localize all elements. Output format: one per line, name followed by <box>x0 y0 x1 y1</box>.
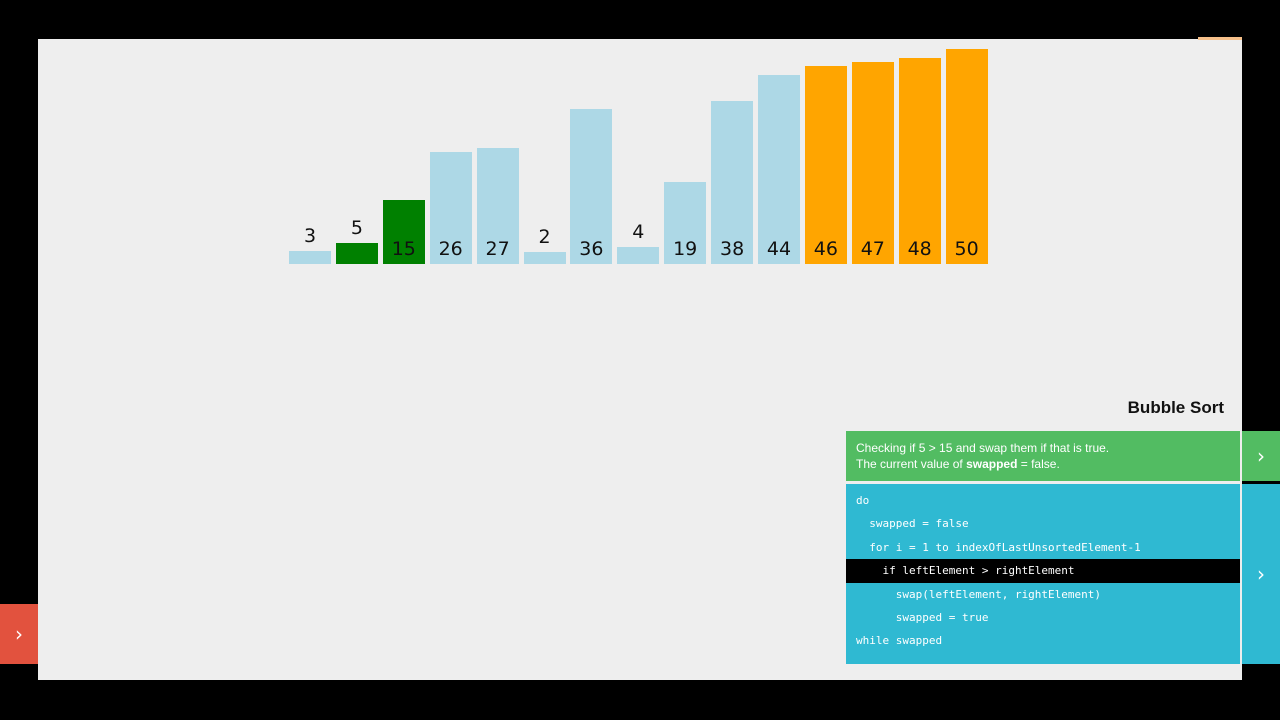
bar-value-label: 26 <box>438 238 463 260</box>
bar-value-label: 2 <box>538 226 551 248</box>
status-line-2-suffix: = false. <box>1017 457 1060 471</box>
code-line: swapped = false <box>856 517 969 531</box>
bar-15 <box>382 199 425 264</box>
code-line: swap(leftElement, rightElement) <box>856 587 1102 601</box>
bar-value-label: 50 <box>954 238 979 260</box>
bar-19 <box>664 182 707 264</box>
chevron-right-icon: › <box>15 622 23 646</box>
bar-value-label: 46 <box>813 238 838 260</box>
top-accent <box>1198 37 1242 40</box>
bar-value-label: 36 <box>579 238 604 260</box>
bar-36 <box>570 109 613 264</box>
bar-value-label: 19 <box>673 238 698 260</box>
bar-value-label: 38 <box>720 238 745 260</box>
code-line: while swapped <box>856 634 943 648</box>
bar-48 <box>898 57 941 264</box>
status-line-1: Checking if 5 > 15 and swap them if that… <box>856 441 1110 455</box>
bar-value-label: 4 <box>632 220 645 243</box>
bar-27 <box>476 147 519 264</box>
code-line: for i = 1 to indexOfLastUnsortedElement-… <box>856 540 1141 554</box>
pseudocode-panel-toggle[interactable]: › <box>1242 484 1280 664</box>
code-line: swapped = true <box>856 610 989 624</box>
visualization-canvas: 3 5 15 26 27 2 36 4 19 38 44 46 47 48 50 <box>38 39 1242 680</box>
status-line-2-prefix: The current value of <box>856 457 967 471</box>
bar-44 <box>758 74 800 264</box>
status-line-2: The current value of swapped = false. <box>856 456 1230 472</box>
bar-26 <box>429 152 472 264</box>
bar-value-label: 27 <box>485 238 510 260</box>
bar-chart: 3 5 15 26 27 2 36 4 19 38 44 46 47 48 50 <box>38 39 1242 680</box>
bar-3 <box>289 251 331 264</box>
bar-value-label: 44 <box>766 238 792 260</box>
bar-50 <box>945 49 988 264</box>
status-panel-toggle[interactable]: › <box>1242 431 1280 481</box>
bar-2 <box>523 252 566 264</box>
code-line: if leftElement > rightElement <box>846 559 1240 583</box>
status-variable: swapped <box>966 457 1018 471</box>
expand-actions-button[interactable]: › <box>0 604 38 664</box>
bar-4 <box>617 246 660 264</box>
bar-46 <box>804 66 847 264</box>
chevron-right-icon: › <box>1257 444 1265 468</box>
bar-value-label: 15 <box>391 238 416 260</box>
bar-value-label: 3 <box>303 225 317 248</box>
pseudocode-panel: do swapped = false for i = 1 to indexOfL… <box>846 484 1240 664</box>
bar-47 <box>851 61 894 264</box>
code-line: do <box>856 494 870 507</box>
bar-38 <box>711 100 754 264</box>
bar-value-label: 48 <box>907 238 932 260</box>
status-panel: Checking if 5 > 15 and swap them if that… <box>846 431 1240 481</box>
bar-value-label: 47 <box>860 238 885 260</box>
bar-value-label: 5 <box>350 216 363 239</box>
algorithm-title: Bubble Sort <box>1127 398 1224 417</box>
chevron-right-icon: › <box>1257 562 1265 586</box>
bar-5 <box>335 242 378 264</box>
